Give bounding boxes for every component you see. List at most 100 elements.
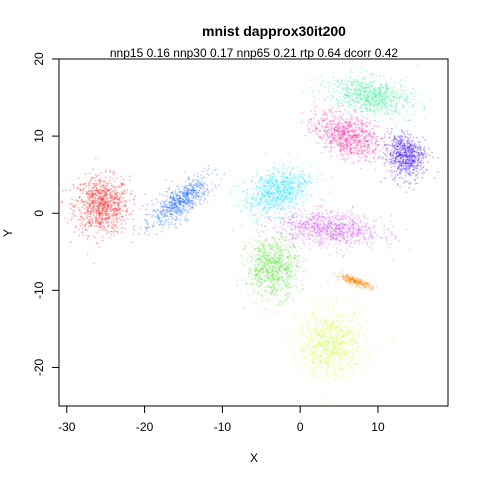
data-point: [91, 200, 94, 203]
data-point: [249, 283, 252, 286]
data-point: [90, 208, 93, 210]
data-point: [87, 210, 90, 213]
data-point: [110, 222, 113, 224]
data-point: [100, 198, 103, 201]
data-point: [93, 201, 95, 204]
data-point: [104, 213, 107, 216]
data-point: [179, 204, 182, 206]
data-point: [318, 323, 321, 326]
data-point: [101, 211, 104, 214]
data-point: [261, 296, 264, 298]
data-point: [290, 180, 293, 183]
data-point: [290, 197, 293, 200]
data-point: [88, 215, 91, 218]
data-point: [244, 197, 247, 200]
data-point: [273, 270, 275, 273]
data-point: [303, 207, 305, 210]
data-point: [336, 211, 339, 214]
data-point: [293, 246, 296, 249]
data-point: [338, 272, 341, 275]
data-point: [117, 198, 119, 201]
data-point: [261, 189, 264, 191]
data-point: [290, 255, 293, 258]
data-point: [366, 218, 369, 221]
data-point: [201, 177, 203, 180]
data-point: [126, 207, 129, 210]
data-point: [271, 175, 274, 177]
data-point: [107, 205, 109, 208]
data-point: [311, 295, 313, 298]
data-point: [289, 211, 291, 213]
data-point: [348, 279, 351, 282]
data-point: [108, 215, 110, 218]
data-point: [69, 189, 72, 192]
data-point: [103, 203, 105, 206]
data-point: [84, 228, 87, 231]
data-point: [267, 183, 270, 185]
data-point: [358, 282, 360, 285]
data-point: [297, 222, 300, 225]
data-point: [115, 192, 117, 195]
data-point: [254, 199, 257, 202]
data-point: [307, 322, 309, 325]
data-point: [126, 217, 129, 220]
data-point: [170, 213, 173, 216]
data-point: [79, 216, 82, 218]
data-point: [107, 212, 110, 215]
data-point: [305, 184, 307, 186]
data-point: [71, 216, 73, 219]
data-point: [327, 243, 330, 246]
data-point: [255, 229, 257, 232]
data-point: [114, 207, 117, 210]
data-point: [318, 240, 320, 243]
data-point: [308, 195, 311, 198]
data-point: [255, 172, 258, 175]
data-point: [83, 204, 86, 207]
data-point: [116, 197, 119, 200]
data-point: [274, 228, 277, 231]
data-point: [258, 258, 261, 260]
data-point: [297, 208, 300, 210]
data-point: [89, 211, 91, 213]
data-point: [99, 223, 102, 226]
data-point: [97, 202, 100, 205]
data-point: [200, 196, 203, 198]
data-point: [296, 225, 299, 228]
data-point: [98, 203, 101, 206]
data-point: [89, 210, 92, 213]
data-point: [252, 213, 255, 216]
data-point: [66, 221, 69, 224]
data-point: [263, 257, 266, 260]
data-point: [113, 209, 116, 212]
data-point: [288, 204, 291, 207]
data-point: [87, 190, 90, 193]
data-point: [278, 251, 281, 254]
data-point: [347, 348, 350, 351]
data-point: [106, 226, 109, 228]
data-point: [348, 229, 350, 232]
data-point: [280, 258, 283, 261]
data-point: [110, 193, 113, 196]
data-point: [213, 194, 216, 197]
data-point: [319, 244, 321, 247]
data-point: [121, 184, 124, 187]
data-point: [266, 210, 268, 212]
data-point: [69, 241, 72, 244]
data-point: [317, 303, 320, 305]
data-point: [272, 166, 275, 169]
data-point: [338, 230, 341, 233]
data-point: [123, 189, 125, 192]
data-point: [369, 231, 372, 233]
data-point: [298, 181, 301, 184]
data-point: [112, 214, 115, 217]
data-point: [320, 345, 322, 347]
data-point: [262, 245, 264, 248]
data-point: [273, 199, 275, 202]
data-point: [274, 266, 277, 268]
data-point: [178, 187, 180, 190]
data-point: [243, 247, 246, 250]
data-point: [292, 256, 295, 259]
data-point: [278, 205, 281, 207]
data-point: [306, 184, 309, 187]
data-point: [96, 210, 98, 213]
